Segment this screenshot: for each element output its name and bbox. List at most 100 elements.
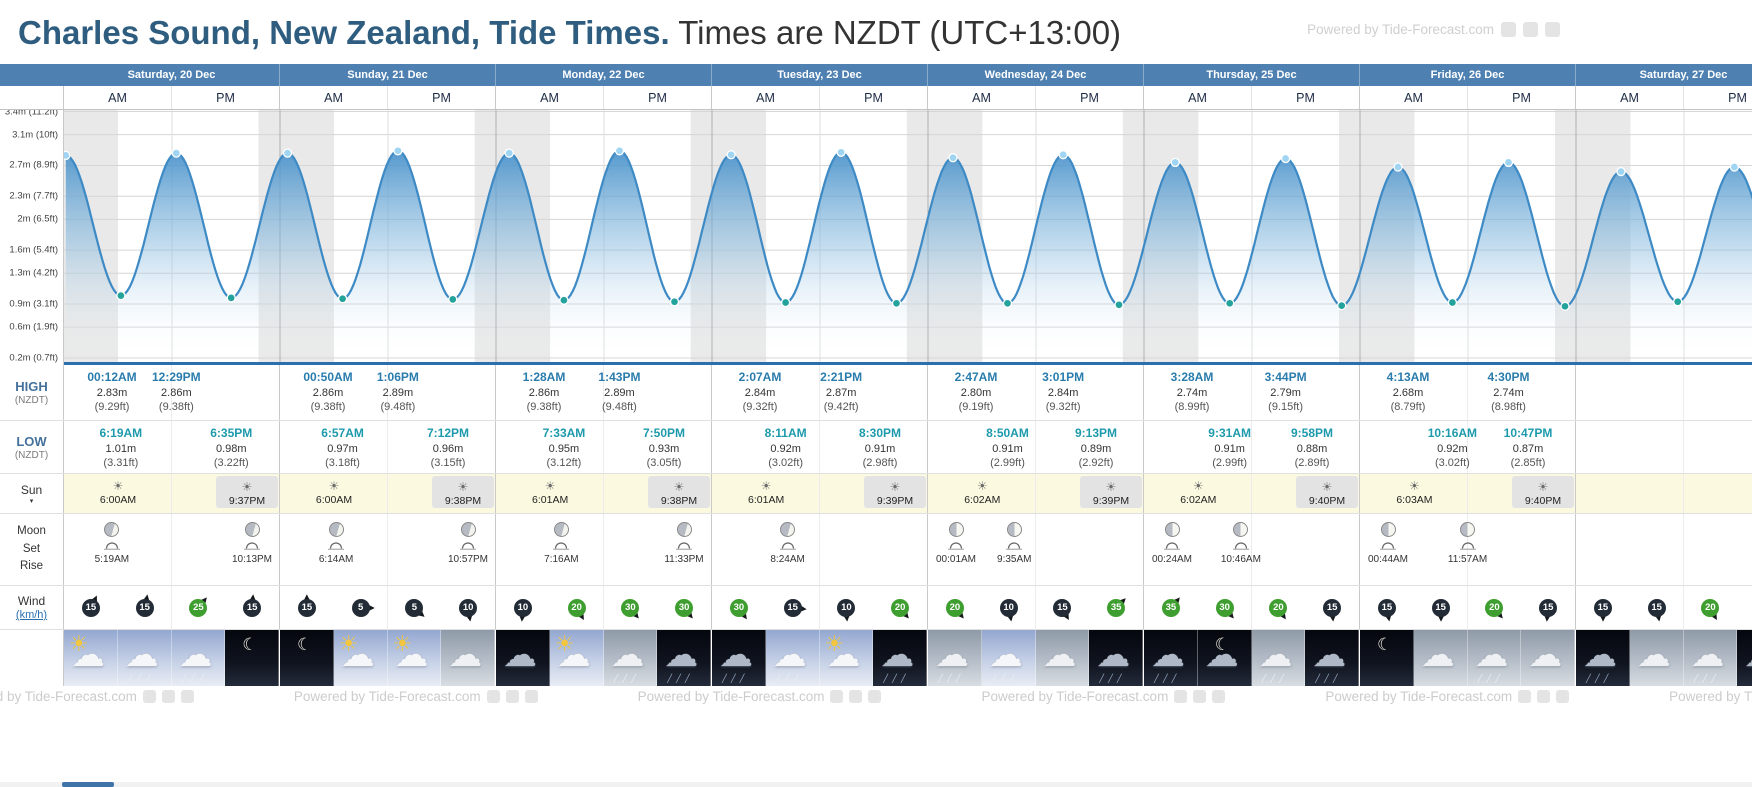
powered-by-watermark[interactable]: Powered by Tide-Forecast.com [1307, 22, 1560, 37]
powered-by-watermark[interactable]: Powered by Tide-Forecast.com [1669, 689, 1752, 704]
sunrise-icon: ☀ [976, 479, 988, 493]
weather-cell: ☁ ╱╱╱ [873, 630, 927, 686]
wind-quarter: ▲ 15 [1360, 586, 1414, 629]
rain-icon: ╱╱╱ [1693, 674, 1720, 683]
high-tide-dot [504, 148, 514, 158]
sunset-entry: ☀ 9:37PM [216, 476, 278, 509]
high-height-ft: (9.38ft) [526, 400, 562, 413]
sun-cell: ☀ 6:02AM ☀ 9:39PM [928, 474, 1144, 513]
day-header: Saturday, 27 Dec [1576, 64, 1752, 86]
low-tide-entry: 10:16AM 0.92m (3.02ft) [1406, 426, 1498, 470]
moon-rise-entry: 10:13PM [224, 522, 280, 565]
high-tide-dot [1616, 166, 1626, 177]
powered-by-watermark[interactable]: Powered by Tide-Forecast.com [638, 689, 882, 704]
y-axis-label: 3.4m (11.2ft) [4, 110, 58, 118]
wind-badge: ▲ 30 [670, 594, 698, 622]
sunset-icon: ☀ [1321, 480, 1333, 494]
low-height-ft: (3.31ft) [103, 456, 139, 469]
page-header: Charles Sound, New Zealand, Tide Times. … [0, 0, 1752, 64]
moon-row: Moon Set Rise 5:19AM 10:13PM 6:14AM 10:57PM… [0, 514, 1752, 586]
low-height-ft: (3.18ft) [325, 456, 360, 469]
wind-badge: ▲ 15 [238, 592, 266, 622]
am-label: AM [64, 86, 172, 109]
moon-phase-icon [460, 522, 476, 537]
sun-icon: ☀ [824, 632, 845, 657]
sunset-entry: ☀ 9:40PM [1512, 476, 1574, 509]
wind-speed: 35 [1161, 598, 1180, 617]
high-tide-entry: 00:50AM 2.86m (9.38ft) [282, 370, 374, 414]
watermark-icon [1537, 689, 1551, 703]
high-time: 12:29PM [151, 370, 201, 384]
high-tide-dot [171, 148, 181, 158]
cloud-icon: ☁ [1474, 635, 1509, 675]
day-header: Sunday, 21 Dec [280, 64, 496, 86]
powered-by-watermark[interactable]: Powered by Tide-Forecast.com [1325, 689, 1570, 704]
rain-icon: ╱╱╱ [1261, 674, 1288, 683]
y-axis-label: 2.7m (8.9ft) [9, 159, 58, 171]
high-tide-cell: 4:13AM 2.68m (8.79ft) 4:30PM 2.74m (8.98ft) [1360, 365, 1576, 420]
wind-badge: ▲ 15 [779, 594, 808, 622]
watermark-text: Powered by Tide-Forecast.com [293, 688, 481, 704]
wind-quarter: ▲ 15 [64, 586, 118, 629]
wind-speed: 35 [1107, 598, 1126, 617]
day-header: Friday, 26 Dec [1360, 64, 1576, 86]
y-axis-label: 0.9m (3.1ft) [9, 298, 58, 310]
wind-badge: ▲ 10 [454, 594, 482, 623]
cloud-icon: ☁ [1312, 635, 1347, 675]
wind-speed: 15 [783, 598, 802, 617]
low-time: 6:57AM [321, 426, 364, 440]
sunrise-time: 6:03AM [1396, 493, 1433, 506]
scrollbar-thumb[interactable] [62, 782, 114, 787]
moon-set-entry: 5:19AM [84, 522, 140, 565]
high-height-ft: (9.38ft) [158, 400, 194, 413]
high-tide-dot [948, 153, 958, 163]
moon-set-entry: 11:57AM [1440, 522, 1496, 565]
horizontal-scrollbar[interactable] [0, 782, 1752, 787]
moon-rise-time: 00:24AM [1151, 554, 1193, 565]
high-tide-dot [726, 150, 736, 160]
low-height-m: 0.92m [1437, 442, 1468, 455]
wind-speed: 15 [81, 598, 100, 617]
wind-badge: ▲ 5 [400, 594, 428, 622]
powered-by-watermark[interactable]: Powered by Tide-Forecast.com [981, 689, 1226, 704]
wind-speed: 15 [1377, 598, 1396, 617]
weather-cell: ☁ [1737, 630, 1752, 686]
low-tide-dot [1447, 297, 1458, 308]
weather-cell: ☾ ☁ [1197, 630, 1252, 686]
low-time: 10:16AM [1427, 426, 1478, 440]
low-tide-entry: 9:58PM 0.88m (2.89ft) [1266, 426, 1358, 470]
moonrise-icon [676, 541, 692, 550]
sun-icon: ☀ [392, 632, 413, 657]
moon-label: Moon [17, 524, 46, 537]
high-time: 1:43PM [598, 370, 641, 384]
low-tide-dot [1337, 300, 1347, 311]
sunrise-icon: ☀ [1192, 479, 1204, 493]
ampm-cell: AM PM [496, 86, 712, 109]
low-height-m: 0.89m [1080, 442, 1112, 455]
powered-by-watermark[interactable]: Powered by Tide-Forecast.com [294, 689, 538, 704]
wind-speed: 15 [1431, 598, 1450, 617]
weather-day-cell: ☁ ☀ ☁ ☁ ╱╱╱ ☁ ╱╱╱ [496, 630, 712, 686]
high-tide-entry: 12:29PM 2.86m (9.38ft) [130, 370, 222, 414]
high-tide-entry: 1:28AM 2.86m (9.38ft) [498, 370, 590, 414]
sunrise-entry: ☀ 6:01AM [519, 477, 581, 506]
low-label-timezone: (NZDT) [14, 449, 49, 461]
moon-phase-icon [553, 522, 569, 537]
wind-badge: ▲ 15 [1643, 594, 1671, 623]
high-height-m: 2.80m [960, 386, 992, 399]
wind-unit-link[interactable]: (km/h) [15, 609, 48, 621]
low-tide-dot [448, 294, 458, 305]
watermark-icon [849, 689, 863, 703]
high-tide-entry: 3:01PM 2.84m (9.32ft) [1017, 370, 1109, 414]
moonset-icon [1232, 541, 1249, 550]
powered-by-watermark[interactable]: Powered by Tide-Forecast.com [0, 689, 194, 704]
wind-speed: 15 [1539, 598, 1558, 617]
weather-row-label [0, 630, 64, 686]
pm-label: PM [864, 90, 883, 105]
wind-quarter: ▲ 35 [1144, 586, 1198, 629]
moon-rise-entry: 00:24AM [1144, 522, 1200, 565]
watermark-text[interactable]: Powered by Tide-Forecast.com [1307, 22, 1494, 37]
wind-cell: ▲ 35 ▲ 30 ▲ 20 ▲ 15 [1144, 586, 1360, 629]
low-tide-cell: 9:31AM 0.91m (2.99ft) 9:58PM 0.88m (2.89ft) [1144, 421, 1360, 473]
cloud-icon: ☁ [340, 635, 375, 675]
